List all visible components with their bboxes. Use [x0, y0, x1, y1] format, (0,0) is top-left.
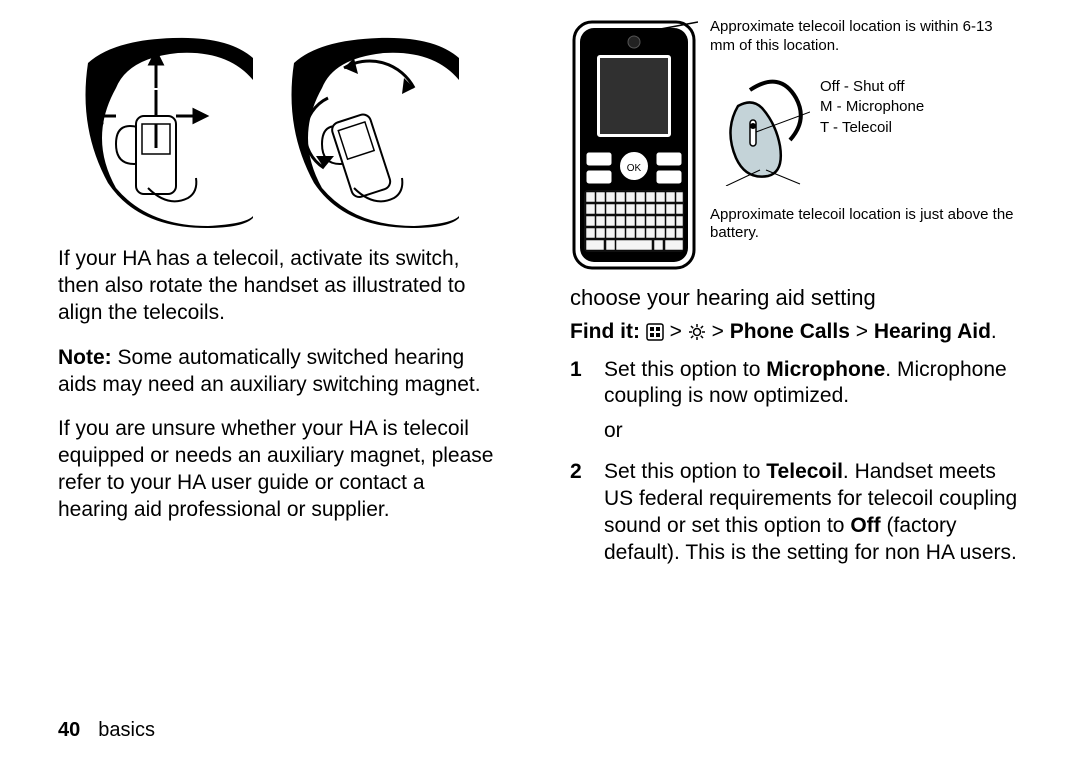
section-name: basics — [98, 719, 155, 741]
step2-text-a: Set this option to — [604, 460, 766, 483]
step2-telecoil: Telecoil — [766, 460, 843, 483]
head-illustration-rotate — [264, 28, 460, 238]
findit-sep3: > — [850, 320, 874, 343]
page-footer: 40 basics — [58, 719, 155, 742]
find-it-label: Find it: — [570, 320, 646, 343]
section-heading: choose your hearing aid setting — [570, 284, 1020, 312]
step-1: Set this option to Microphone. Microphon… — [570, 357, 1020, 446]
hearing-aid-row: Off - Shut off M - Microphone T - Teleco… — [710, 76, 1020, 186]
menu-grid-icon — [646, 323, 664, 347]
findit-phone-calls: Phone Calls — [730, 320, 850, 343]
head-illustration-move — [58, 28, 254, 238]
switch-legend: Off - Shut off M - Microphone T - Teleco… — [820, 76, 924, 140]
paragraph-note: Note: Some automatically switched hearin… — [58, 345, 500, 399]
phone-illustration: OK — [570, 18, 698, 272]
legend-m: M - Microphone — [820, 98, 924, 117]
settings-gear-icon — [688, 323, 706, 347]
find-it-path: Find it: > > Phone Calls > Hearing Aid. — [570, 320, 1020, 347]
step2-off: Off — [850, 514, 880, 537]
paragraph-unsure: If you are unsure whether your HA is tel… — [58, 416, 500, 524]
step1-microphone: Microphone — [766, 358, 885, 381]
step-2: Set this option to Telecoil. Handset mee… — [570, 459, 1020, 567]
steps-list: Set this option to Microphone. Microphon… — [570, 357, 1020, 567]
or-separator: or — [604, 418, 1020, 445]
findit-sep2: > — [706, 320, 730, 343]
findit-period: . — [991, 320, 997, 343]
phone-and-hearing-aid-diagram: OK — [570, 18, 1020, 272]
step1-text-a: Set this option to — [604, 358, 766, 381]
telecoil-top-note: Approximate telecoil location is within … — [710, 18, 1020, 56]
page-number: 40 — [58, 719, 80, 741]
head-illustrations — [58, 28, 500, 238]
left-column: If your HA has a telecoil, activate its … — [0, 0, 540, 766]
telecoil-bottom-note: Approximate telecoil location is just ab… — [710, 206, 1020, 244]
right-column: OK — [540, 0, 1080, 766]
manual-page: If your HA has a telecoil, activate its … — [0, 0, 1080, 766]
note-label: Note: — [58, 346, 112, 369]
paragraph-telecoil-activate: If your HA has a telecoil, activate its … — [58, 246, 500, 327]
legend-t: T - Telecoil — [820, 119, 924, 138]
findit-hearing-aid: Hearing Aid — [874, 320, 991, 343]
diagram-annotations: Approximate telecoil location is within … — [710, 18, 1020, 243]
hearing-aid-illustration — [710, 76, 810, 186]
legend-off: Off - Shut off — [820, 78, 924, 97]
svg-text:OK: OK — [627, 163, 642, 174]
findit-sep1: > — [664, 320, 688, 343]
note-body: Some automatically switched hearing aids… — [58, 346, 481, 396]
